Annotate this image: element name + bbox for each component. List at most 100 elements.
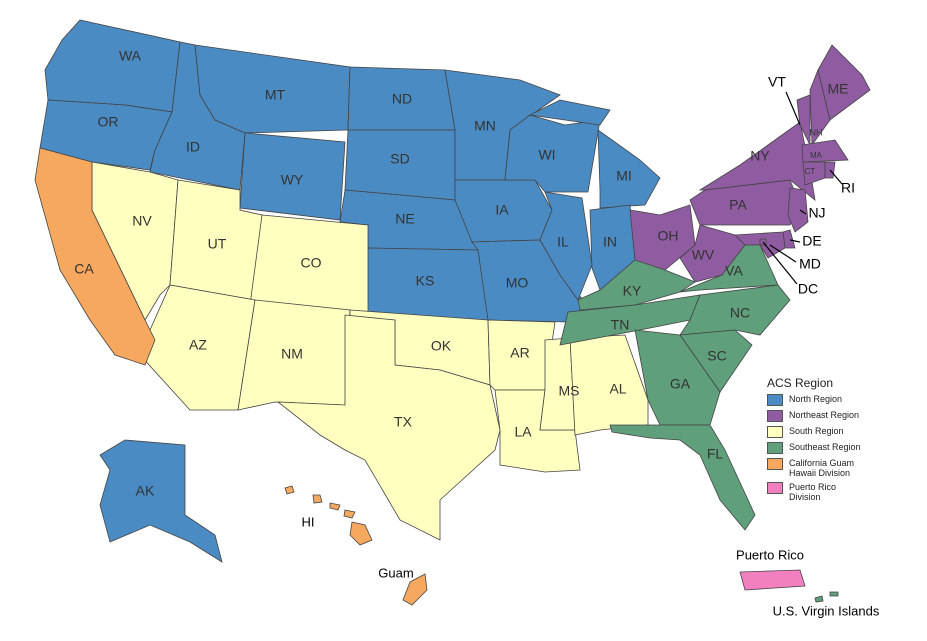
state-label: ME	[828, 81, 849, 97]
state-label: NE	[395, 211, 414, 227]
state-label: NJ	[808, 205, 825, 221]
state-shape	[329, 502, 341, 511]
legend-label: Puerto Rico Division	[789, 482, 837, 502]
state-label: NV	[132, 213, 152, 229]
state-label: IA	[495, 202, 509, 218]
legend-swatch	[767, 410, 783, 422]
state-label: CA	[74, 261, 94, 277]
state-shape	[34, 147, 156, 366]
state-shape	[44, 19, 181, 113]
callout-line	[829, 169, 843, 185]
state-shape	[99, 439, 223, 563]
state-shape	[284, 485, 295, 495]
legend-label: Southeast Region	[789, 442, 861, 452]
state-label: HI	[302, 514, 315, 529]
state-shape	[817, 44, 871, 121]
legend-label: North Region	[789, 394, 843, 404]
state-label: MI	[616, 168, 632, 184]
legend-label: Northeast Region	[789, 410, 860, 420]
legend-item: Southeast Region	[767, 442, 917, 454]
legend-label: California Guam Hawaii Division	[789, 458, 855, 478]
state-shape	[349, 521, 373, 546]
state-label: MS	[559, 383, 580, 399]
state-label: NC	[730, 305, 750, 321]
legend-item: Puerto Rico Division	[767, 482, 917, 502]
callout-line	[789, 239, 801, 243]
state-shape	[343, 509, 356, 519]
legend-label: South Region	[789, 426, 844, 436]
state-label: ID	[186, 139, 200, 155]
state-label: DE	[802, 233, 821, 249]
legend-item: Northeast Region	[767, 410, 917, 422]
state-label: NH	[810, 127, 823, 137]
state-label: RI	[841, 180, 855, 196]
legend-swatch	[767, 442, 783, 454]
state-label: OH	[658, 228, 679, 244]
callout-line	[799, 209, 807, 215]
state-label: VT	[768, 74, 786, 90]
state-label: SD	[390, 151, 409, 167]
state-shape	[739, 569, 806, 591]
state-label: AL	[609, 381, 626, 397]
state-label: AK	[136, 483, 155, 499]
state-label: GA	[670, 376, 691, 392]
state-shape	[829, 591, 839, 597]
legend-item: North Region	[767, 394, 917, 406]
state-label: FL	[707, 446, 724, 462]
state-label: OK	[431, 338, 452, 354]
state-label: LA	[514, 424, 532, 440]
state-label: UT	[208, 236, 227, 252]
state-shape	[609, 424, 756, 531]
state-label: WI	[538, 147, 555, 163]
legend: ACS Region North Region Northeast Region S…	[767, 376, 917, 506]
callout-line	[769, 244, 797, 263]
state-label: WV	[692, 247, 715, 263]
state-shape	[528, 99, 611, 126]
legend-swatch	[767, 426, 783, 438]
state-label: MA	[810, 151, 823, 160]
state-label: MN	[474, 118, 496, 134]
state-label: Guam	[378, 565, 413, 580]
state-shape	[539, 191, 593, 301]
state-label: AZ	[189, 337, 207, 353]
state-label: ND	[392, 91, 412, 107]
state-label: NY	[750, 148, 770, 164]
state-shape	[801, 139, 849, 163]
state-label: WA	[119, 48, 142, 64]
state-label: NM	[281, 346, 303, 362]
state-label: KS	[416, 273, 435, 289]
state-shape	[787, 187, 809, 233]
state-label: OR	[98, 114, 119, 130]
callout-line	[762, 241, 798, 285]
legend-title: ACS Region	[767, 376, 834, 390]
state-label: TX	[394, 414, 413, 430]
state-shape	[597, 129, 661, 209]
state-shape	[504, 114, 601, 193]
state-label: VA	[725, 263, 743, 279]
callout-line	[785, 91, 801, 126]
state-label: PA	[729, 197, 747, 213]
state-label: WY	[281, 172, 304, 188]
state-label: MD	[799, 256, 821, 272]
state-shape	[402, 573, 428, 606]
state-label: DC	[798, 281, 818, 297]
legend-swatch	[767, 394, 783, 406]
state-label: CO	[301, 255, 322, 271]
state-label: U.S. Virgin Islands	[773, 603, 880, 618]
state-label: MT	[265, 87, 286, 103]
state-label: IN	[603, 234, 617, 250]
state-label: SC	[707, 348, 726, 364]
legend-swatch	[767, 458, 783, 470]
legend-swatch	[767, 482, 783, 494]
state-label: CT	[805, 167, 816, 176]
state-label: AR	[510, 345, 529, 361]
state-label: IL	[557, 234, 569, 250]
state-shape	[276, 314, 501, 541]
state-shape	[312, 494, 323, 504]
state-label: KY	[623, 283, 642, 299]
legend-item: California Guam Hawaii Division	[767, 458, 917, 478]
legend-item: South Region	[767, 426, 917, 438]
state-label: TN	[611, 317, 630, 333]
